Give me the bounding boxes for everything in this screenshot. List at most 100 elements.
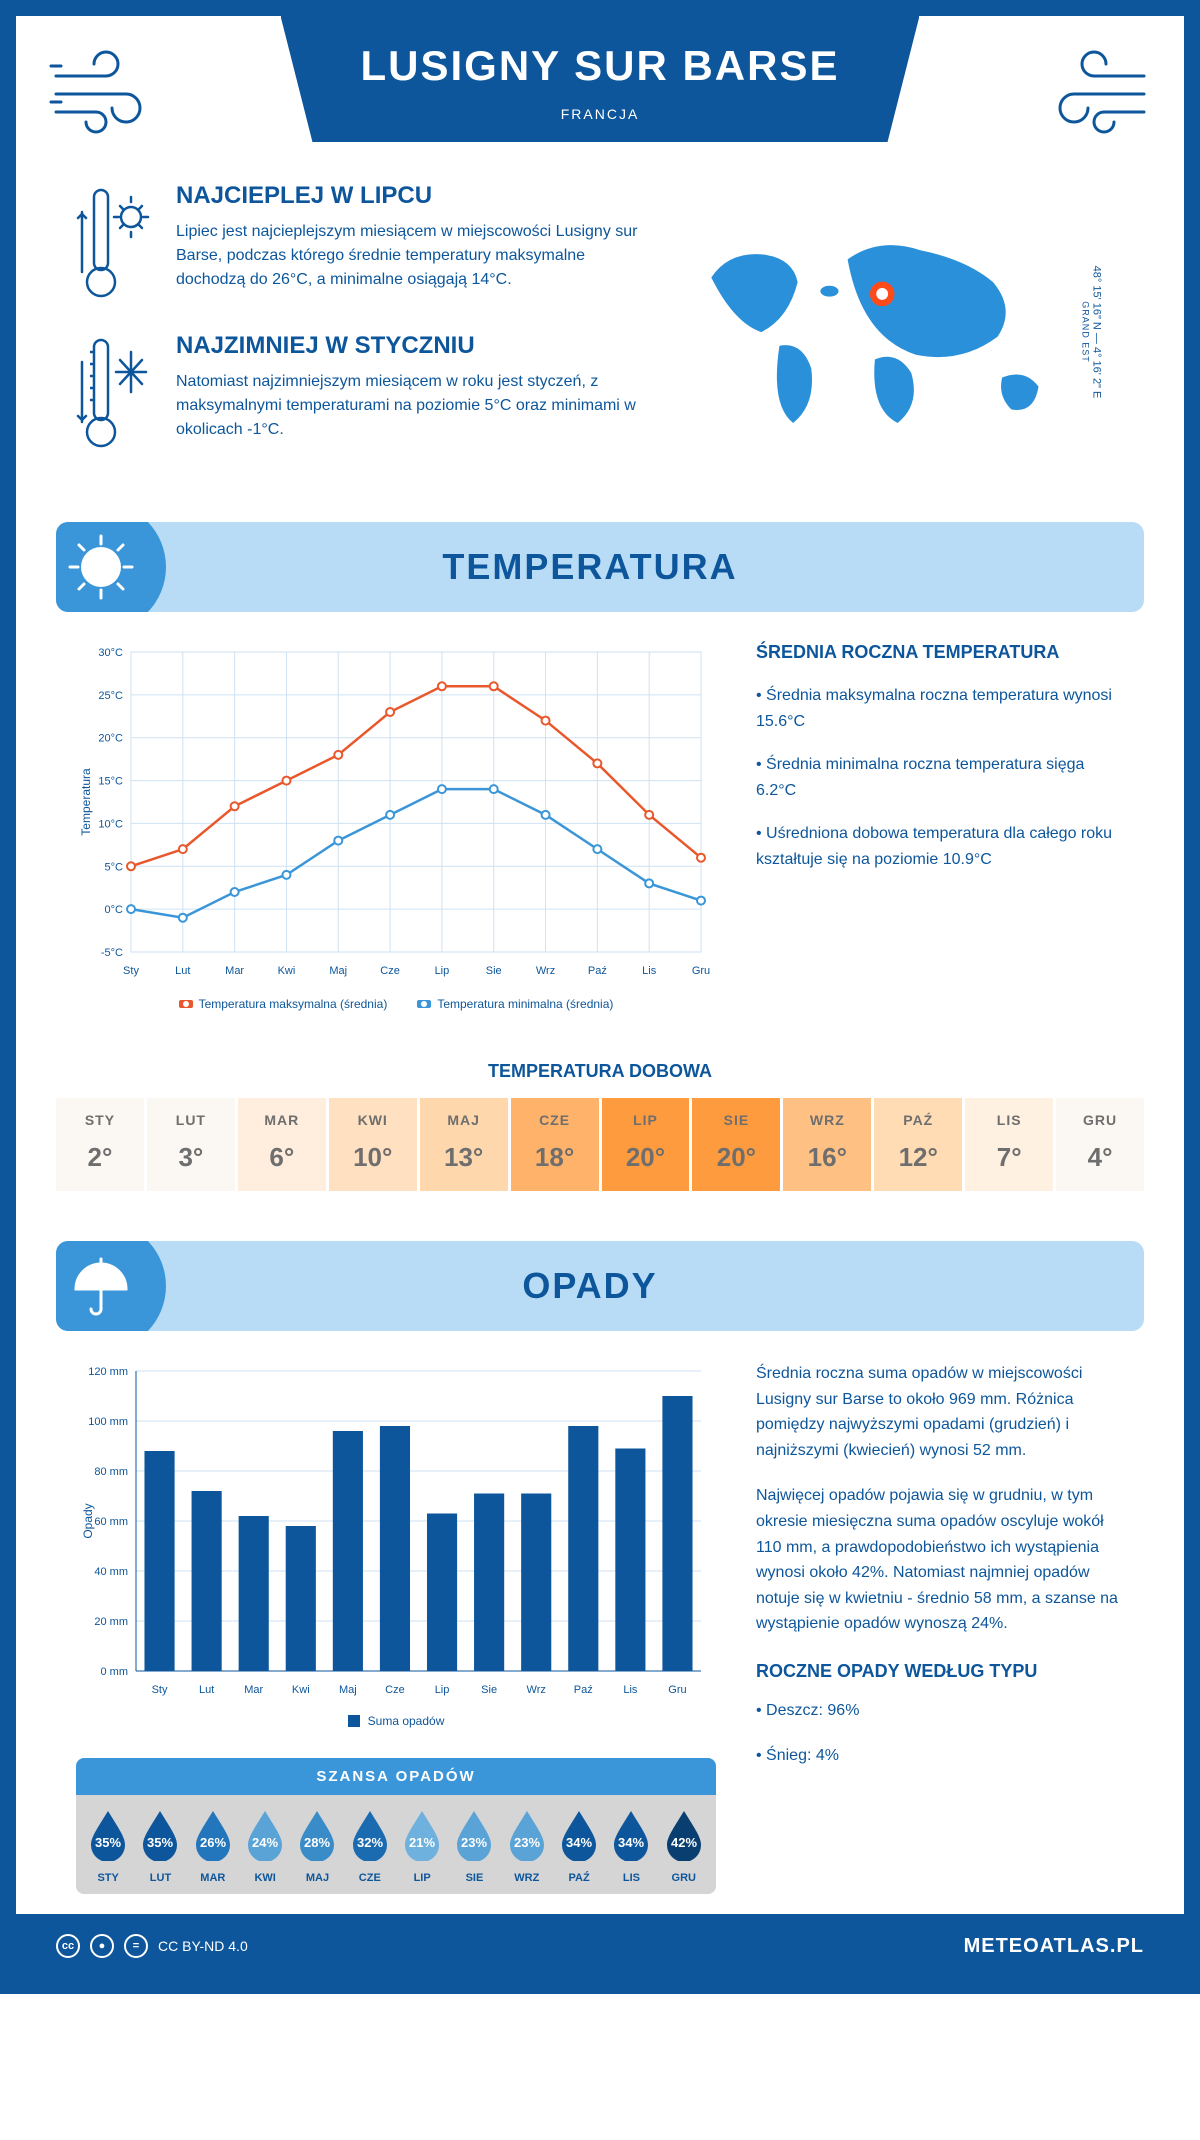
chance-body: 35%STY35%LUT26%MAR24%KWI28%MAJ32%CZE21%L… (76, 1795, 716, 1894)
svg-text:Lis: Lis (623, 1684, 638, 1696)
warm-text: Lipiec jest najcieplejszym miesiącem w m… (176, 220, 654, 292)
temp-section-header: TEMPERATURA (56, 522, 1144, 612)
temp-summary: ŚREDNIA ROCZNA TEMPERATURA • Średnia mak… (756, 642, 1124, 1011)
wind-icon-left (46, 46, 176, 136)
daily-cell: SIE20° (692, 1098, 783, 1191)
cc-icon: cc (56, 1934, 80, 1958)
by-icon: ● (90, 1934, 114, 1958)
coords-value: 48° 15' 16" N — 4° 16' 2" E (1091, 266, 1103, 399)
legend-min: Temperatura minimalna (średnia) (437, 997, 613, 1011)
svg-text:Cze: Cze (380, 965, 400, 977)
svg-text:5°C: 5°C (105, 861, 124, 873)
daily-cell: LUT3° (147, 1098, 238, 1191)
svg-text:Gru: Gru (692, 965, 710, 977)
daily-cell: LIP20° (602, 1098, 693, 1191)
svg-text:100 mm: 100 mm (88, 1416, 128, 1428)
daily-cell: PAŹ12° (874, 1098, 965, 1191)
svg-text:20 mm: 20 mm (94, 1616, 128, 1628)
svg-text:Sty: Sty (123, 965, 139, 977)
svg-text:0°C: 0°C (105, 904, 124, 916)
cold-text: Natomiast najzimniejszym miesiącem w rok… (176, 370, 654, 442)
svg-text:26%: 26% (200, 1835, 226, 1850)
svg-text:-5°C: -5°C (101, 947, 123, 959)
chance-cell: 34%PAŹ (553, 1809, 605, 1884)
title-block: LUSIGNY SUR BARSE FRANCJA (281, 16, 920, 142)
chance-cell: 21%LIP (396, 1809, 448, 1884)
daily-cell: LIS7° (965, 1098, 1056, 1191)
daily-cell: STY2° (56, 1098, 147, 1191)
temp-chart: -5°C0°C5°C10°C15°C20°C25°C30°CStyLutMarK… (76, 642, 716, 1011)
svg-text:42%: 42% (671, 1835, 697, 1850)
world-map-block: 48° 15' 16" N — 4° 16' 2" E GRAND EST (684, 182, 1124, 482)
precip-p1: Średnia roczna suma opadów w miejscowośc… (756, 1361, 1124, 1463)
daily-cell: MAR6° (238, 1098, 329, 1191)
daily-temp-table: STY2°LUT3°MAR6°KWI10°MAJ13°CZE18°LIP20°S… (56, 1098, 1144, 1191)
svg-text:34%: 34% (566, 1835, 592, 1850)
svg-text:34%: 34% (618, 1835, 644, 1850)
site-name: METEOATLAS.PL (964, 1935, 1144, 1958)
svg-text:Sie: Sie (486, 965, 502, 977)
svg-text:Opady: Opady (81, 1503, 95, 1538)
cold-title: NAJZIMNIEJ W STYCZNIU (176, 332, 654, 360)
chance-cell: 24%KWI (239, 1809, 291, 1884)
svg-text:80 mm: 80 mm (94, 1466, 128, 1478)
svg-text:24%: 24% (252, 1835, 278, 1850)
svg-text:Kwi: Kwi (278, 965, 296, 977)
chance-cell: 23%SIE (448, 1809, 500, 1884)
legend-max: Temperatura maksymalna (średnia) (199, 997, 388, 1011)
precip-type-title: ROCZNE OPADY WEDŁUG TYPU (756, 1657, 1124, 1686)
chance-cell: 32%CZE (344, 1809, 396, 1884)
chance-cell: 28%MAJ (291, 1809, 343, 1884)
license-text: CC BY-ND 4.0 (158, 1938, 248, 1954)
svg-text:15°C: 15°C (98, 776, 123, 788)
svg-text:Gru: Gru (668, 1684, 686, 1696)
svg-text:Paź: Paź (574, 1684, 593, 1696)
thermometer-hot-icon (76, 182, 156, 302)
warm-fact: NAJCIEPLEJ W LIPCU Lipiec jest najcieple… (76, 182, 654, 302)
svg-text:40 mm: 40 mm (94, 1566, 128, 1578)
cold-fact: NAJZIMNIEJ W STYCZNIU Natomiast najzimni… (76, 332, 654, 452)
region-label: GRAND EST (1081, 266, 1091, 399)
chance-cell: 35%LUT (134, 1809, 186, 1884)
svg-text:Lis: Lis (642, 965, 657, 977)
daily-cell: CZE18° (511, 1098, 602, 1191)
daily-cell: MAJ13° (420, 1098, 511, 1191)
precip-block: 0 mm20 mm40 mm60 mm80 mm100 mm120 mmStyL… (16, 1361, 1184, 1914)
svg-text:28%: 28% (304, 1835, 330, 1850)
warm-title: NAJCIEPLEJ W LIPCU (176, 182, 654, 210)
temp-summary-p1: • Średnia maksymalna roczna temperatura … (756, 683, 1124, 734)
temp-summary-title: ŚREDNIA ROCZNA TEMPERATURA (756, 642, 1124, 663)
daily-cell: WRZ16° (783, 1098, 874, 1191)
precip-bar-chart: 0 mm20 mm40 mm60 mm80 mm100 mm120 mmStyL… (76, 1361, 716, 1701)
chance-cell: 34%LIS (605, 1809, 657, 1884)
svg-text:Lip: Lip (435, 965, 450, 977)
temp-block: -5°C0°C5°C10°C15°C20°C25°C30°CStyLutMarK… (16, 642, 1184, 1041)
svg-text:35%: 35% (95, 1835, 121, 1850)
svg-text:Sty: Sty (152, 1684, 168, 1696)
svg-text:21%: 21% (409, 1835, 435, 1850)
intro-section: NAJCIEPLEJ W LIPCU Lipiec jest najcieple… (16, 162, 1184, 522)
precip-legend-label: Suma opadów (368, 1714, 445, 1728)
svg-text:10°C: 10°C (98, 818, 123, 830)
svg-text:Lut: Lut (175, 965, 190, 977)
chance-cell: 42%GRU (658, 1809, 710, 1884)
chance-cell: 35%STY (82, 1809, 134, 1884)
svg-text:0 mm: 0 mm (101, 1666, 129, 1678)
svg-text:Sie: Sie (481, 1684, 497, 1696)
precip-legend: Suma opadów (76, 1714, 716, 1728)
license-block: cc ● = CC BY-ND 4.0 (56, 1934, 248, 1958)
nd-icon: = (124, 1934, 148, 1958)
precip-heading: OPADY (56, 1265, 1144, 1307)
svg-text:60 mm: 60 mm (94, 1516, 128, 1528)
svg-text:Paź: Paź (588, 965, 607, 977)
daily-cell: GRU4° (1056, 1098, 1144, 1191)
chance-cell: 23%WRZ (501, 1809, 553, 1884)
svg-text:Lut: Lut (199, 1684, 214, 1696)
rain-chance-box: SZANSA OPADÓW 35%STY35%LUT26%MAR24%KWI28… (76, 1758, 716, 1894)
svg-text:Lip: Lip (435, 1684, 450, 1696)
svg-text:23%: 23% (461, 1835, 487, 1850)
svg-text:Wrz: Wrz (536, 965, 555, 977)
thermometer-cold-icon (76, 332, 156, 452)
temp-legend: Temperatura maksymalna (średnia) Tempera… (76, 997, 716, 1011)
precip-p2: Najwięcej opadów pojawia się w grudniu, … (756, 1483, 1124, 1637)
